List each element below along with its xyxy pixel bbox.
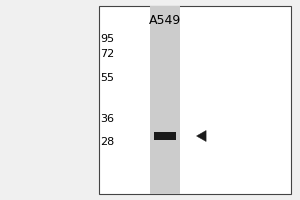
Bar [99,6,291,194]
Text: 55: 55 [100,73,114,83]
Text: 36: 36 [100,114,114,124]
Text: 28: 28 [100,137,114,147]
Text: 95: 95 [100,34,114,44]
Bar [150,6,180,194]
Polygon shape [196,130,206,142]
Text: A549: A549 [149,14,181,27]
Bar [154,132,176,140]
Text: 72: 72 [100,49,114,59]
